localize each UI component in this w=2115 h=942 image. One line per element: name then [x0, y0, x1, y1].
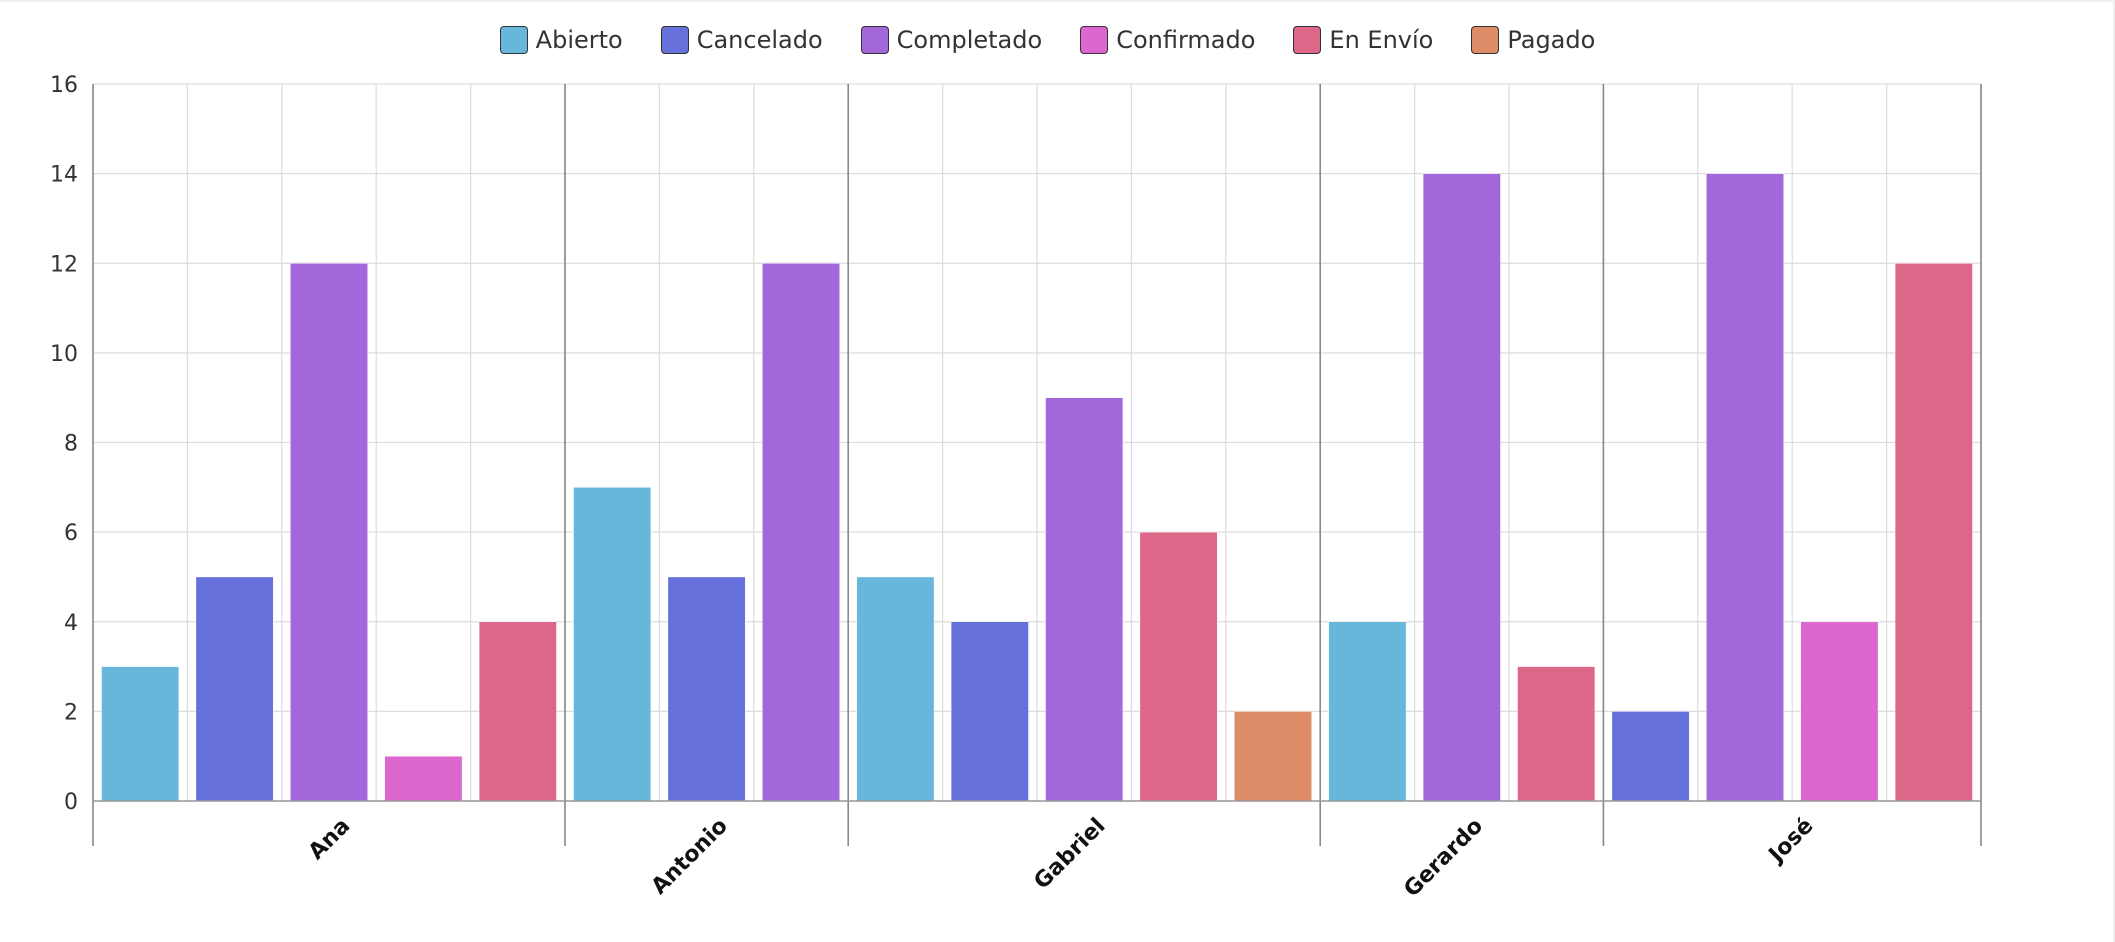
y-tick-label: 12 [50, 252, 78, 277]
y-tick-label: 8 [64, 432, 78, 457]
bar-gerardo-abierto [1328, 621, 1407, 802]
bar-gabriel-en-envío [1139, 531, 1218, 802]
bar-gerardo-en-envío [1517, 666, 1596, 802]
bar-gerardo-completado [1422, 173, 1501, 802]
bar-gabriel-cancelado [950, 621, 1029, 802]
bar-gabriel-pagado [1234, 711, 1312, 802]
bar-ana-confirmado [384, 755, 463, 802]
bar-ana-cancelado [195, 576, 274, 802]
legend: Abierto Cancelado Completado Confirmado En E… [0, 26, 2115, 54]
legend-label: Cancelado [696, 26, 823, 54]
legend-swatch [1471, 26, 1500, 54]
y-tick-label: 14 [50, 163, 78, 188]
legend-label: Pagado [1507, 26, 1596, 54]
bar-ana-abierto [101, 666, 180, 802]
legend-swatch [499, 26, 528, 54]
x-category-label: Antonio [647, 814, 733, 900]
bar-josé-cancelado [1611, 711, 1690, 802]
legend-label: En Envío [1329, 26, 1434, 54]
bar-gabriel-abierto [856, 576, 935, 802]
y-tick-label: 6 [64, 521, 78, 546]
y-tick-label: 4 [64, 611, 78, 636]
legend-label: Confirmado [1116, 26, 1256, 54]
legend-swatch [1080, 26, 1109, 54]
bar-antonio-completado [762, 263, 840, 802]
x-category-label: Gabriel [1029, 814, 1110, 895]
x-category-label: José [1763, 814, 1818, 869]
bar-antonio-cancelado [667, 576, 746, 802]
bar-ana-completado [290, 263, 368, 802]
y-tick-label: 2 [64, 700, 78, 725]
y-tick-label: 10 [50, 342, 78, 367]
bar-antonio-abierto [573, 487, 652, 802]
legend-item[interactable]: Abierto [499, 26, 623, 54]
y-tick-label: 0 [64, 790, 78, 815]
bar-josé-completado [1706, 173, 1784, 802]
legend-item[interactable]: Pagado [1471, 26, 1595, 54]
bar-josé-confirmado [1800, 621, 1879, 802]
legend-swatch [660, 26, 689, 54]
legend-item[interactable]: Completado [860, 26, 1043, 54]
y-tick-label: 16 [50, 73, 78, 98]
legend-item[interactable]: Cancelado [660, 26, 823, 54]
x-category-label: Ana [304, 814, 355, 865]
bar-ana-en-envío [478, 621, 557, 802]
legend-label: Completado [896, 26, 1043, 54]
legend-swatch [860, 26, 889, 54]
legend-swatch [1293, 26, 1322, 54]
bar-josé-en-envío [1894, 263, 1973, 802]
bar-gabriel-completado [1045, 397, 1124, 802]
x-category-label: Gerardo [1399, 814, 1488, 903]
legend-label: Abierto [535, 26, 623, 54]
legend-item[interactable]: Confirmado [1080, 26, 1255, 54]
legend-item[interactable]: En Envío [1293, 26, 1433, 54]
legend-items: Abierto Cancelado Completado Confirmado En E… [499, 26, 1595, 54]
